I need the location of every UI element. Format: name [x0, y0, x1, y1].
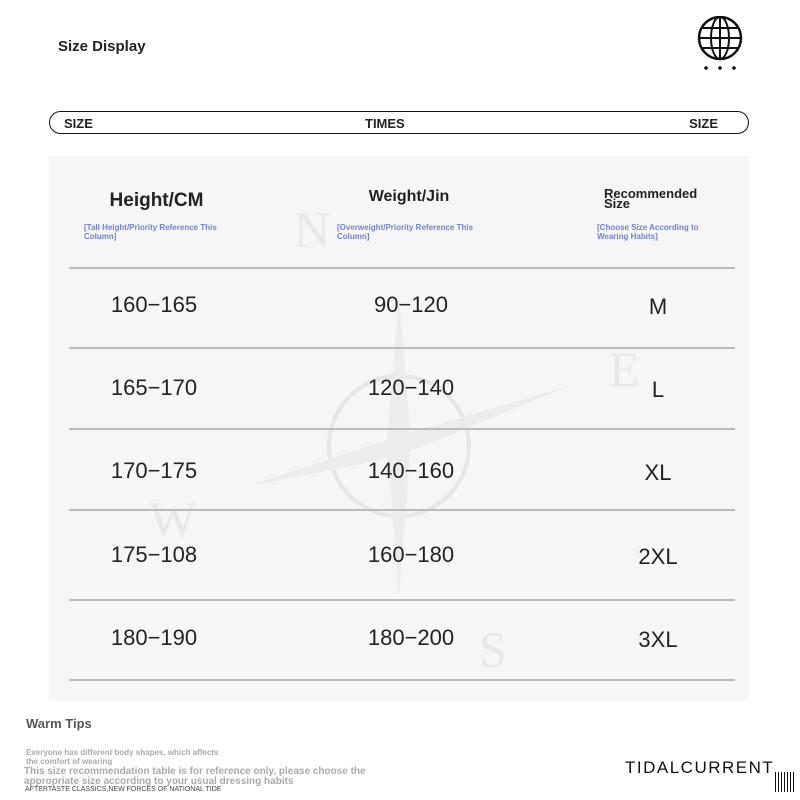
column-header-size: Recommended Size: [604, 186, 698, 211]
size-cell: 3XL: [638, 627, 678, 652]
size-header-bar: SIZE TIMES SIZE: [49, 111, 749, 134]
weight-cell: 120−140: [367, 375, 455, 400]
watermark-w: W: [149, 491, 197, 547]
size-cell: L: [651, 377, 665, 402]
brand-logo: TIDALCURRENT: [625, 758, 775, 777]
size-cell: XL: [644, 460, 672, 485]
divider: [69, 599, 735, 601]
weight-cell: 90−120: [373, 292, 449, 317]
barcode-icon: [775, 772, 795, 792]
warm-tips-title: Warm Tips: [26, 716, 92, 731]
column-header-weight: Weight/Jin: [368, 188, 450, 205]
bar-right-label: SIZE: [689, 116, 718, 131]
tips-line-1: Everyone has different body shapes, whic…: [26, 748, 219, 766]
height-cell: 160−165: [110, 292, 198, 317]
size-cell: 2XL: [638, 544, 678, 569]
height-cell: 170−175: [110, 458, 198, 483]
divider: [69, 509, 735, 511]
page-title: Size Display: [58, 38, 146, 55]
column-note-weight: [Overweight/Priority Reference This Colu…: [337, 223, 474, 241]
bar-center-label: TIMES: [365, 116, 405, 131]
watermark-s: S: [479, 621, 507, 677]
height-cell: 175−108: [110, 542, 198, 567]
bar-left-label: SIZE: [64, 116, 93, 131]
watermark-n: N: [294, 201, 330, 257]
height-cell: 165−170: [110, 375, 198, 400]
column-header-height: Height/CM: [109, 190, 204, 211]
compass-watermark: N E W S: [149, 201, 640, 677]
divider: [69, 267, 735, 269]
column-note-size: [Choose Size According to Wearing Habits…: [597, 223, 699, 241]
tips-line-2: This size recommendation table is for re…: [24, 766, 366, 787]
divider: [69, 679, 735, 681]
weight-cell: 160−180: [367, 542, 455, 567]
column-note-height: [Tall Height/Priority Reference This Col…: [84, 223, 217, 241]
divider: [69, 428, 735, 430]
divider: [69, 347, 735, 349]
size-table: N E W S Height/CM [Tall Height/Priority …: [49, 156, 749, 701]
watermark-e: E: [609, 341, 640, 397]
height-cell: 180−190: [110, 625, 198, 650]
tips-slogan: AFTERTASTE CLASSICS,NEW FORCES OF NATION…: [25, 786, 222, 793]
weight-cell: 140−160: [367, 458, 455, 483]
size-cell: M: [648, 294, 668, 319]
weight-cell: 180−200: [367, 625, 455, 650]
globe-icon: [697, 16, 743, 70]
